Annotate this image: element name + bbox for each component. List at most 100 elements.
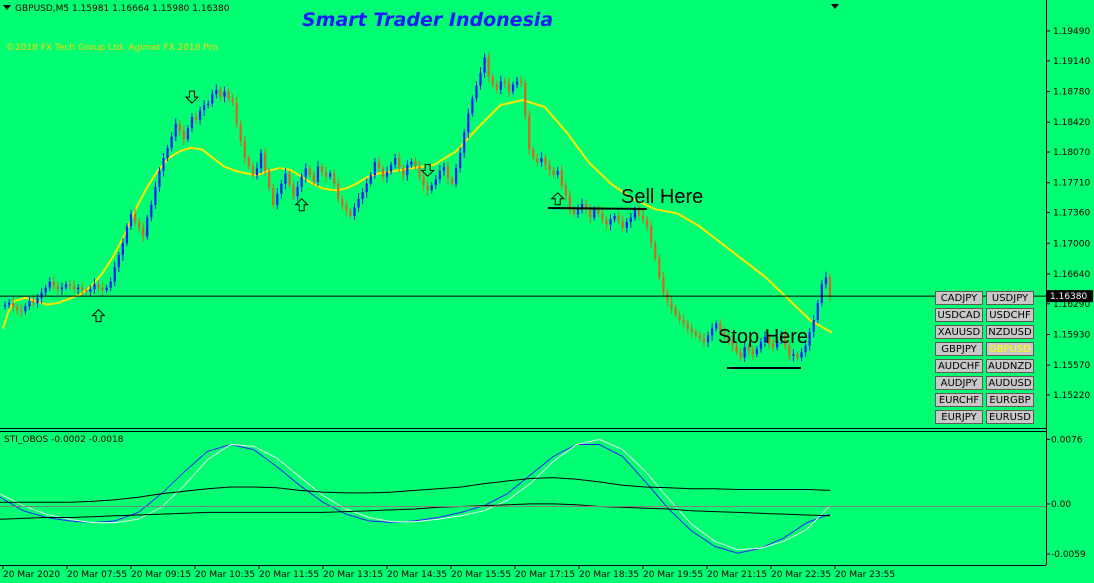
candle-bear: [662, 277, 665, 293]
symbol-button-audchf[interactable]: AUDCHF: [935, 359, 983, 373]
candle-bull: [511, 84, 515, 92]
candle-bear: [426, 185, 429, 191]
symbol-button-gbpusd[interactable]: GBPUSD: [986, 342, 1034, 356]
candle-bear: [333, 173, 336, 184]
candle-bear: [617, 215, 620, 222]
symbol-button-audjpy[interactable]: AUDJPY: [935, 376, 983, 390]
candle-bear: [491, 76, 494, 85]
price-tick-label: 1.19490: [1053, 27, 1090, 37]
candle-bear: [292, 185, 295, 197]
price-tick-label: 1.15570: [1053, 361, 1090, 371]
chart-menu-icon[interactable]: [3, 5, 11, 10]
symbol-button-eurjpy[interactable]: EURJPY: [935, 410, 983, 424]
indicator-line-black-upper: [0, 477, 831, 503]
candle-bull: [186, 128, 190, 140]
symbol-button-cadjpy[interactable]: CADJPY: [935, 291, 983, 305]
candle-bear: [495, 84, 498, 90]
symbol-button-audusd[interactable]: AUDUSD: [986, 376, 1034, 390]
candle-bull: [190, 117, 194, 129]
stop-here-label: Stop Here: [718, 326, 808, 348]
candle-bull: [223, 91, 226, 97]
candle-bear: [227, 91, 230, 99]
candle-bear: [560, 170, 563, 186]
indicator-line-white: [0, 438, 831, 551]
candle-bull: [40, 292, 43, 298]
symbol-button-usdcad[interactable]: USDCAD: [935, 308, 983, 322]
candle-bull: [463, 132, 466, 153]
candle-bull: [808, 331, 811, 346]
candle-bull: [105, 287, 108, 291]
candle-bear: [56, 285, 59, 290]
sell-arrow-icon: [184, 90, 200, 104]
chart-dropdown-icon[interactable]: [831, 4, 839, 9]
candle-bull: [711, 328, 714, 336]
symbol-button-audnzd[interactable]: AUDNZD: [986, 359, 1034, 373]
candle-bear: [398, 158, 401, 169]
candle-bull: [7, 302, 11, 305]
candle-bear: [194, 117, 198, 120]
candle-bull: [284, 173, 287, 184]
candle-bear: [694, 331, 697, 336]
candle-bear: [727, 337, 730, 341]
indicator-lines-layer: [0, 438, 831, 554]
time-tick-label: 20 Mar 13:15: [323, 570, 383, 580]
candle-bear: [601, 213, 604, 220]
candle-bear: [235, 102, 238, 124]
candle-bear: [719, 323, 722, 332]
candle-bull: [211, 94, 214, 104]
candle-bear: [666, 292, 669, 302]
candle-bear: [723, 331, 726, 338]
candle-bear: [731, 340, 734, 346]
symbol-button-usdchf[interactable]: USDCHF: [986, 308, 1034, 322]
candle-bear: [751, 350, 754, 355]
indicator-tick-label: 0.00: [1051, 500, 1071, 510]
time-tick-label: 20 Mar 09:15: [131, 570, 191, 580]
symbol-info: GBPUSD,M5 1.15981 1.16664 1.15980 1.1638…: [15, 4, 230, 14]
symbol-button-nzdusd[interactable]: NZDUSD: [986, 325, 1034, 339]
candle-bull: [24, 306, 27, 312]
candle-bear: [536, 158, 539, 163]
candle-bear: [678, 314, 681, 320]
symbol-button-usdjpy[interactable]: USDJPY: [986, 291, 1034, 305]
candle-bull: [475, 85, 478, 99]
candle-bear: [32, 301, 35, 303]
candle-bear: [72, 285, 76, 290]
candle-bull: [113, 267, 116, 282]
symbol-button-xauusd[interactable]: XAUUSD: [935, 325, 983, 339]
candle-bull: [459, 152, 462, 169]
candle-bear: [402, 168, 405, 176]
sell-here-label: Sell Here: [621, 186, 703, 208]
candle-bear: [784, 335, 787, 346]
symbol-button-gbpjpy[interactable]: GBPJPY: [935, 342, 983, 356]
candle-bear: [597, 209, 600, 214]
candle-bull: [820, 284, 823, 303]
candle-bull: [483, 57, 486, 73]
symbol-button-eurgbp[interactable]: EURGBP: [986, 393, 1034, 407]
price-tick-label: 1.18780: [1053, 88, 1090, 98]
price-tick-label: 1.15220: [1053, 391, 1090, 401]
candle-bear: [182, 130, 185, 140]
symbol-button-eurusd[interactable]: EURUSD: [986, 410, 1034, 424]
candle-bear: [544, 158, 547, 165]
candle-bull: [329, 173, 332, 177]
candle-bull: [499, 81, 502, 90]
price-tick-label: 1.17710: [1053, 179, 1090, 189]
candle-bear: [446, 166, 450, 179]
time-axis-ticks: 20 Mar 2020 20 Mar 07:55 20 Mar 09:15 20 Ma…: [2, 565, 895, 580]
candle-bull: [515, 81, 519, 85]
candle-bear: [568, 195, 572, 210]
candle-bull: [259, 152, 263, 169]
candle-bear: [796, 354, 799, 358]
candle-bear: [645, 219, 649, 227]
candle-bear: [263, 152, 267, 171]
candle-bull: [369, 175, 372, 184]
buy-arrow-icon: [91, 308, 106, 323]
symbol-button-eurchf[interactable]: EURCHF: [935, 393, 983, 407]
candle-bull: [170, 136, 173, 148]
current-price-tag: 1.16380: [1047, 290, 1093, 303]
sell-level-line: [547, 207, 648, 210]
candle-bull: [203, 105, 206, 111]
candle-bear: [548, 164, 551, 170]
candle-bear: [747, 347, 750, 351]
